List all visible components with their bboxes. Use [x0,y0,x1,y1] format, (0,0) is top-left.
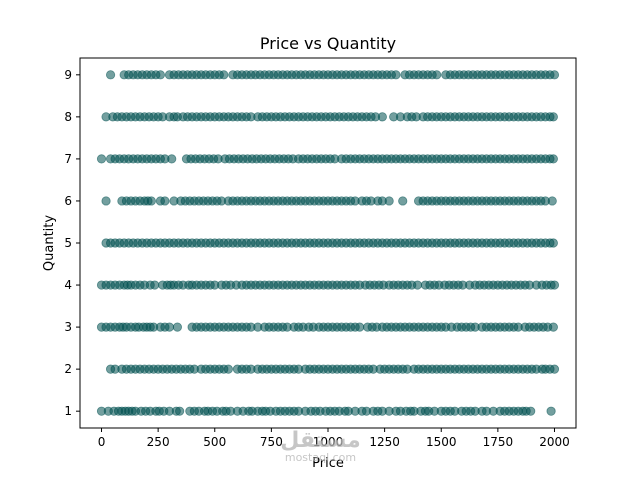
data-point-q9-0 [105,70,116,80]
data-point-q6-0 [101,196,111,206]
y-axis-label: Quantity [42,215,57,271]
data-point-q9-67 [432,70,442,80]
y-tick-label: 4 [64,278,72,292]
data-point-q3-17 [172,322,182,332]
data-point-q3-93 [548,322,558,332]
x-tick-label: 1250 [369,435,400,449]
x-tick-label: 1000 [313,435,344,449]
y-axis: 1 2 3 4 5 6 7 8 9 [64,68,80,418]
points-layer [96,70,560,416]
y-tick-label: 3 [64,320,72,334]
x-axis-label: Price [312,456,344,471]
data-point-q6-57 [398,196,408,206]
y-tick-label: 1 [64,404,72,418]
data-point-q7-14 [167,154,177,164]
data-point-q9-59 [391,70,401,80]
x-tick-label: 750 [260,435,283,449]
x-tick-label: 250 [147,435,170,449]
x-tick-label: 2000 [539,435,570,449]
x-tick-label: 1750 [483,435,514,449]
data-point-q9-9 [155,70,165,80]
data-point-q6-10 [160,196,170,206]
data-point-q7-95 [548,154,558,164]
data-point-q6-87 [547,196,557,206]
y-tick-label: 7 [64,152,72,166]
data-point-q3-16 [164,322,175,332]
y-tick-label: 8 [64,110,72,124]
data-point-q1-17 [175,406,185,416]
x-tick-label: 500 [203,435,226,449]
chart-title: Price vs Quantity [260,34,396,53]
y-tick-label: 9 [64,68,72,82]
data-point-q1-87 [546,406,556,416]
data-point-q4-12 [150,280,160,290]
y-tick-label: 2 [64,362,72,376]
x-tick-label: 0 [98,435,106,449]
data-point-q4-68 [412,280,423,290]
data-point-q6-56 [384,196,394,206]
data-point-q1-86 [526,406,536,416]
x-tick-label: 1500 [426,435,457,449]
data-point-q9-22 [219,70,229,80]
data-point-q8-59 [377,112,387,122]
data-point-q4-96 [549,280,560,290]
data-point-q7-0 [96,154,107,164]
y-tick-label: 5 [64,236,72,250]
data-point-q2-94 [549,364,560,374]
data-point-q6-8 [146,196,156,206]
data-point-q2-25 [223,364,233,374]
data-point-q8-94 [548,112,558,122]
y-tick-label: 6 [64,194,72,208]
x-axis: 0 250 500 750 1000 1250 1500 1750 2000 [98,428,570,449]
data-point-q5-99 [548,238,558,248]
data-point-q3-53 [355,322,365,332]
data-point-q9-92 [549,70,560,80]
